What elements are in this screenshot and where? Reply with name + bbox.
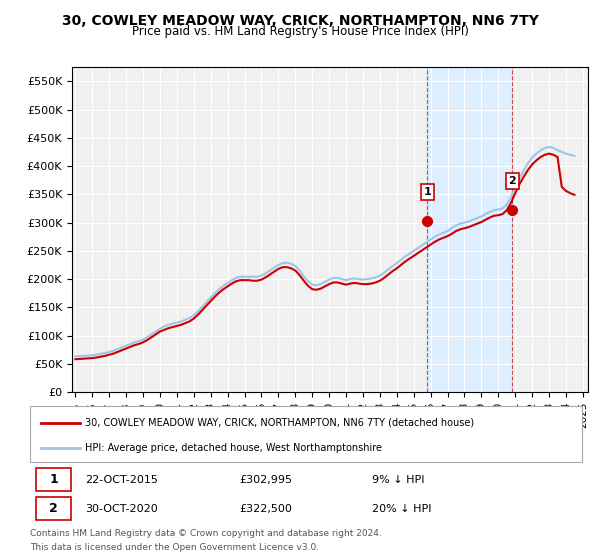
Text: Contains HM Land Registry data © Crown copyright and database right 2024.: Contains HM Land Registry data © Crown c… (30, 529, 382, 538)
Text: 20% ↓ HPI: 20% ↓ HPI (372, 503, 432, 514)
Text: £302,995: £302,995 (240, 474, 293, 484)
Text: 2: 2 (49, 502, 58, 515)
FancyBboxPatch shape (35, 497, 71, 520)
Text: 30-OCT-2020: 30-OCT-2020 (85, 503, 158, 514)
Text: 30, COWLEY MEADOW WAY, CRICK, NORTHAMPTON, NN6 7TY: 30, COWLEY MEADOW WAY, CRICK, NORTHAMPTO… (62, 14, 538, 28)
Text: 2: 2 (509, 176, 516, 186)
FancyBboxPatch shape (35, 468, 71, 491)
Text: HPI: Average price, detached house, West Northamptonshire: HPI: Average price, detached house, West… (85, 443, 382, 453)
Text: This data is licensed under the Open Government Licence v3.0.: This data is licensed under the Open Gov… (30, 543, 319, 552)
Text: 9% ↓ HPI: 9% ↓ HPI (372, 474, 425, 484)
Text: £322,500: £322,500 (240, 503, 293, 514)
Text: 22-OCT-2015: 22-OCT-2015 (85, 474, 158, 484)
Text: 1: 1 (49, 473, 58, 486)
Bar (427, 67, 512, 392)
Text: 1: 1 (424, 187, 431, 197)
Text: 30, COWLEY MEADOW WAY, CRICK, NORTHAMPTON, NN6 7TY (detached house): 30, COWLEY MEADOW WAY, CRICK, NORTHAMPTO… (85, 418, 475, 428)
FancyBboxPatch shape (30, 406, 582, 462)
Text: Price paid vs. HM Land Registry's House Price Index (HPI): Price paid vs. HM Land Registry's House … (131, 25, 469, 38)
